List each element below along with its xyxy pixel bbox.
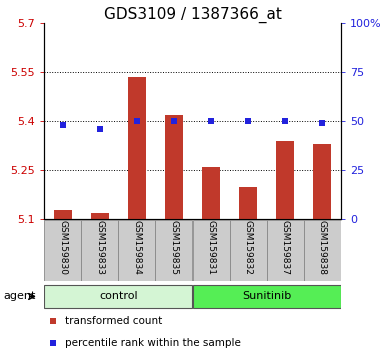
Bar: [313, 144, 331, 219]
Text: percentile rank within the sample: percentile rank within the sample: [65, 338, 241, 348]
Bar: [81, 220, 118, 281]
Bar: [119, 220, 156, 281]
Point: [208, 118, 214, 124]
Point: [50, 341, 56, 346]
Point: [282, 118, 288, 124]
Text: GSM159835: GSM159835: [169, 220, 179, 275]
Text: Sunitinib: Sunitinib: [242, 291, 291, 302]
Bar: [156, 220, 192, 281]
Point: [245, 118, 251, 124]
Bar: [192, 285, 341, 308]
Text: agent: agent: [3, 291, 36, 302]
Bar: [276, 141, 295, 219]
Bar: [192, 220, 229, 281]
Point: [50, 318, 56, 324]
Text: control: control: [99, 291, 138, 302]
Text: GSM159838: GSM159838: [318, 220, 327, 275]
Bar: [239, 187, 257, 219]
Text: GSM159830: GSM159830: [58, 220, 67, 275]
Point: [319, 120, 325, 126]
Text: transformed count: transformed count: [65, 316, 162, 326]
Point: [60, 122, 66, 128]
Bar: [90, 213, 109, 219]
Point: [97, 126, 103, 132]
Text: GSM159832: GSM159832: [244, 220, 253, 275]
Bar: [165, 115, 183, 219]
Bar: [267, 220, 304, 281]
Point: [171, 118, 177, 124]
Text: GSM159831: GSM159831: [206, 220, 216, 275]
Text: GSM159833: GSM159833: [95, 220, 104, 275]
Text: GSM159834: GSM159834: [132, 220, 141, 275]
Bar: [128, 77, 146, 219]
Bar: [202, 167, 220, 219]
Point: [134, 118, 140, 124]
Title: GDS3109 / 1387366_at: GDS3109 / 1387366_at: [104, 7, 281, 23]
Bar: [304, 220, 341, 281]
Bar: [44, 220, 81, 281]
Bar: [54, 210, 72, 219]
Bar: [44, 285, 192, 308]
Bar: [229, 220, 266, 281]
Text: GSM159837: GSM159837: [281, 220, 290, 275]
